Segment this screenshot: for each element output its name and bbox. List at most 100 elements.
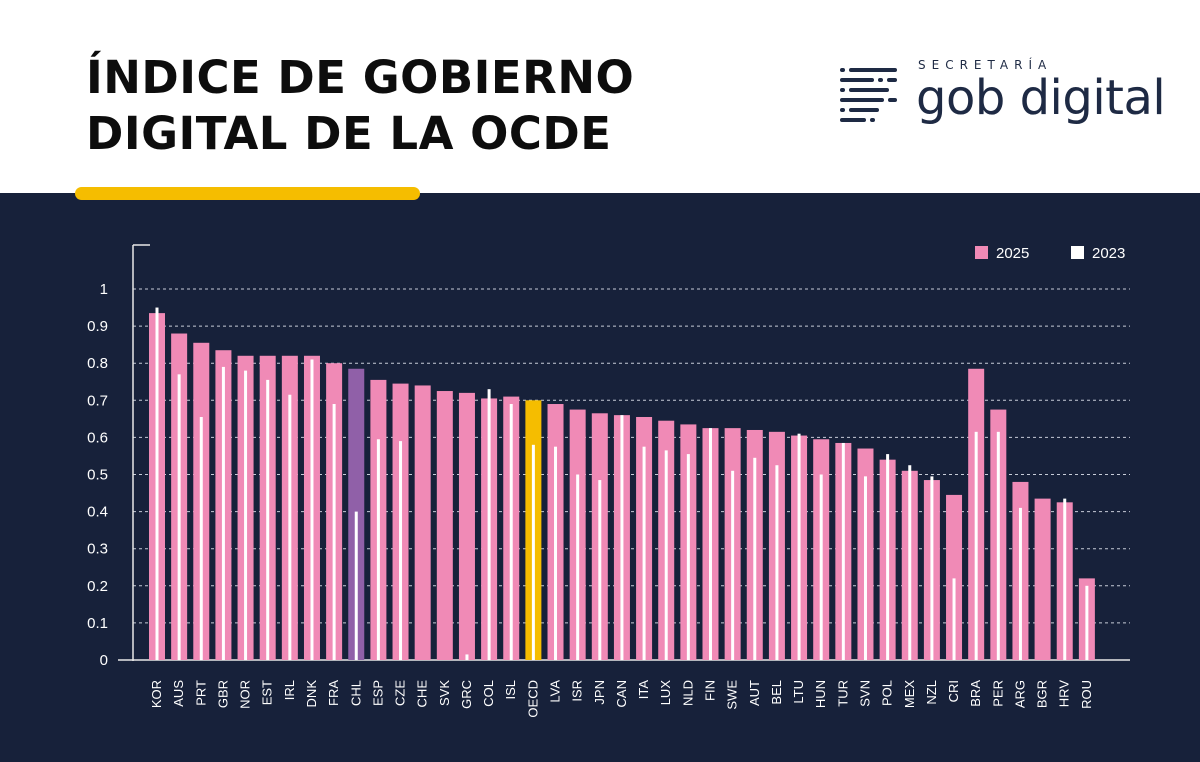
bar-2025 xyxy=(458,392,475,660)
bar-2023 xyxy=(974,431,978,660)
x-tick-label: LUX xyxy=(658,680,673,706)
bar-2023 xyxy=(598,480,602,660)
y-tick-label: 1 xyxy=(100,281,108,298)
bar-2023 xyxy=(797,433,801,660)
logo: SECRETARÍA gob digital xyxy=(838,58,1168,128)
bar-2023 xyxy=(576,474,580,660)
x-tick-label: BRA xyxy=(968,680,983,707)
x-tick-label: TUR xyxy=(835,680,850,707)
bar-2023 xyxy=(155,307,159,660)
bar-2023 xyxy=(709,428,712,660)
bar-2023 xyxy=(642,446,646,660)
logo-gob-digital-text: gob digital xyxy=(916,70,1166,126)
legend-item-2025: 2025 xyxy=(975,245,1029,262)
bar-2025 xyxy=(946,494,963,660)
x-tick-label: NZL xyxy=(924,680,939,705)
bar-2023 xyxy=(509,404,513,660)
legend-swatch-2025 xyxy=(975,246,988,259)
bar-2023 xyxy=(288,394,292,660)
x-tick-label: HUN xyxy=(813,680,828,708)
x-tick-label: HRV xyxy=(1057,680,1072,708)
x-tick-label: GBR xyxy=(215,680,230,708)
y-tick-label: 0.5 xyxy=(87,467,108,484)
x-tick-label: FIN xyxy=(703,680,718,701)
bar-2023 xyxy=(244,370,248,660)
x-tick-label: PER xyxy=(990,680,1005,707)
bar-2023 xyxy=(863,476,867,660)
x-tick-label: ISL xyxy=(503,680,518,700)
x-tick-label: SWE xyxy=(725,680,740,710)
x-tick-label: NOR xyxy=(238,680,253,709)
y-tick-label: 0.8 xyxy=(87,355,108,372)
x-tick-label: ITA xyxy=(636,680,651,700)
x-tick-label: CHL xyxy=(348,680,363,706)
x-tick-label: ESP xyxy=(370,680,385,706)
bar-2023 xyxy=(908,465,912,660)
x-tick-label: MEX xyxy=(902,680,917,709)
bar-2023 xyxy=(465,654,469,660)
x-tick-label: SVK xyxy=(437,680,452,706)
x-tick-label: ISR xyxy=(570,680,585,702)
chart-legend: 2025 2023 xyxy=(975,245,1145,263)
x-tick-label: GRC xyxy=(459,680,474,709)
bar-2023 xyxy=(399,441,403,660)
bar-2023 xyxy=(686,454,690,660)
bar-2023 xyxy=(620,415,624,660)
x-tick-label: BGR xyxy=(1035,680,1050,708)
y-tick-label: 0.3 xyxy=(87,541,108,558)
x-tick-label: JPN xyxy=(592,680,607,705)
bar-2023 xyxy=(819,474,823,660)
y-tick-label: 0.4 xyxy=(87,504,108,521)
x-tick-label: LTU xyxy=(791,680,806,704)
x-tick-label: CRI xyxy=(946,680,961,702)
bar-2023 xyxy=(221,366,225,660)
bar-2023 xyxy=(996,431,1000,660)
x-tick-label: PRT xyxy=(193,680,208,706)
text-lines-icon xyxy=(840,68,897,122)
x-tick-label: DNK xyxy=(304,680,319,708)
bar-2023 xyxy=(886,454,890,660)
bar-2023 xyxy=(841,442,845,660)
bar-2023 xyxy=(177,374,181,660)
x-tick-label: KOR xyxy=(149,680,164,708)
bar-2023 xyxy=(266,379,270,660)
x-tick-label: OECD xyxy=(525,680,540,718)
x-tick-label: AUS xyxy=(171,680,186,707)
legend-label-2023: 2023 xyxy=(1092,245,1126,262)
x-tick-label: POL xyxy=(880,680,895,706)
chart-panel: 0 0.1 0.2 0.3 0.4 0.5 0.6 0.7 0.8 0.9 1 KOR AUS PRT GB… xyxy=(0,193,1200,762)
bar-2025 xyxy=(414,385,431,660)
bar-2023 xyxy=(664,450,668,660)
bar-2023 xyxy=(310,359,314,660)
x-tick-label: CAN xyxy=(614,680,629,707)
x-tick-label: NLD xyxy=(680,680,695,706)
bar-2023 xyxy=(199,416,203,660)
legend-swatch-2023 xyxy=(1071,246,1084,259)
bar-2023 xyxy=(731,470,735,660)
bar-2023 xyxy=(930,476,934,660)
x-tick-label: CHE xyxy=(415,680,430,708)
x-tick-label: ROU xyxy=(1079,680,1094,709)
title-line-1: ÍNDICE DE GOBIERNO xyxy=(86,51,635,104)
y-tick-label: 0.6 xyxy=(87,429,108,446)
x-tick-label: SVN xyxy=(857,680,872,707)
bar-2023 xyxy=(554,446,558,660)
header: ÍNDICE DE GOBIERNO DIGITAL DE LA OCDE SE… xyxy=(0,0,1200,193)
bar-2023 xyxy=(354,511,358,660)
bar-2023 xyxy=(1085,585,1089,660)
x-tick-label: COL xyxy=(481,680,496,707)
bar-2025 xyxy=(436,391,453,660)
y-tick-label: 0 xyxy=(100,652,108,669)
bar-2023 xyxy=(952,578,956,660)
bar-2023 xyxy=(1063,498,1067,660)
bar-2023 xyxy=(1018,507,1022,660)
bar-2023 xyxy=(753,457,757,660)
bar-2025 xyxy=(1034,498,1051,660)
x-tick-label: FRA xyxy=(326,680,341,706)
y-tick-label: 0.9 xyxy=(87,318,108,335)
bar-2023 xyxy=(376,439,380,660)
x-tick-label: ARG xyxy=(1012,680,1027,708)
x-tick-label: AUT xyxy=(747,680,762,706)
bar-2023 xyxy=(332,404,336,660)
bar-2023 xyxy=(531,444,535,660)
